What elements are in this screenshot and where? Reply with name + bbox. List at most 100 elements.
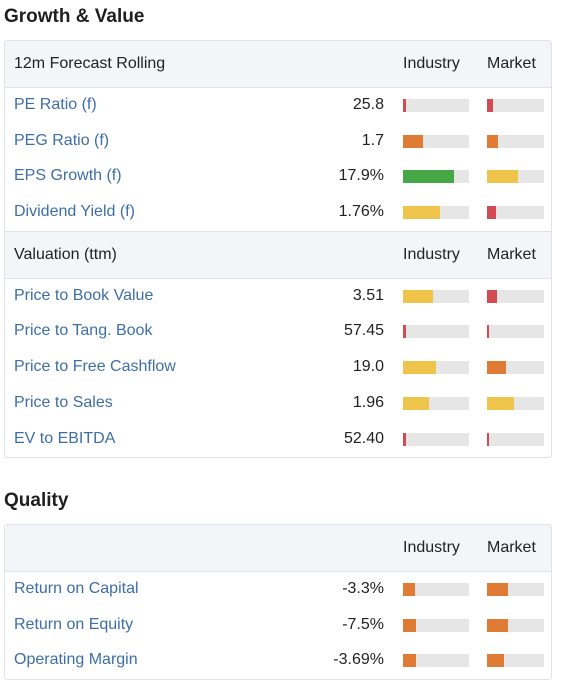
quality-card: Industry Market Return on Capital -3.3% Re…: [4, 524, 552, 681]
industry-comparison-bar: [403, 289, 469, 303]
industry-comparison-bar: [403, 325, 469, 339]
metric-row: PE Ratio (f) 25.8: [5, 88, 551, 124]
valuation-header: Valuation (ttm) Industry Market: [5, 230, 551, 279]
market-bar-fill: [487, 361, 507, 375]
metric-link[interactable]: EV to EBITDA: [14, 429, 116, 447]
market-comparison-bar: [487, 325, 544, 339]
quality-rows: Return on Capital -3.3% Return on Equity -7…: [5, 572, 551, 679]
industry-comparison-bar: [403, 170, 469, 184]
market-comparison-bar: [487, 99, 544, 112]
market-bar-fill: [487, 396, 515, 410]
metric-row: Return on Capital -3.3%: [5, 572, 551, 608]
metric-row: Return on Equity -7.5%: [5, 608, 551, 644]
metric-link[interactable]: Price to Free Cashflow: [14, 358, 176, 376]
metric-link[interactable]: PE Ratio (f): [14, 96, 97, 113]
industry-column-header: Industry: [403, 245, 460, 263]
market-comparison-bar: [487, 289, 544, 303]
metric-link[interactable]: Return on Capital: [14, 580, 139, 597]
industry-comparison-bar: [403, 134, 469, 148]
industry-bar-fill: [403, 325, 406, 339]
market-bar-fill: [487, 289, 498, 303]
industry-comparison-bar: [403, 583, 469, 596]
metric-link[interactable]: Price to Sales: [14, 393, 113, 411]
quality-header: Industry Market: [5, 525, 551, 572]
industry-bar-fill: [403, 618, 417, 632]
valuation-rows: Price to Book Value 3.51 Price to Tang. Bo…: [5, 279, 551, 457]
market-comparison-bar: [487, 583, 544, 596]
metric-value: 3.51: [352, 286, 384, 304]
metric-value: 57.45: [343, 322, 384, 340]
industry-bar-fill: [403, 361, 436, 375]
forecast-header-label: 12m Forecast Rolling: [14, 55, 166, 72]
market-comparison-bar: [487, 361, 544, 375]
industry-comparison-bar: [403, 654, 469, 668]
industry-comparison-bar: [403, 432, 469, 446]
forecast-header: 12m Forecast Rolling Industry Market: [5, 41, 551, 88]
market-bar-fill: [487, 99, 493, 112]
industry-bar-fill: [403, 432, 406, 446]
industry-column-header: Industry: [403, 539, 460, 556]
market-bar-fill: [487, 134, 499, 148]
market-comparison-bar: [487, 654, 544, 668]
metric-row: Price to Free Cashflow 19.0: [5, 350, 551, 386]
metric-row: Price to Book Value 3.51: [5, 279, 551, 315]
market-bar-fill: [487, 583, 508, 596]
industry-comparison-bar: [403, 396, 469, 410]
metric-row: Dividend Yield (f) 1.76%: [5, 195, 551, 231]
industry-bar-fill: [403, 99, 407, 112]
market-comparison-bar: [487, 134, 544, 148]
market-comparison-bar: [487, 396, 544, 410]
industry-comparison-bar: [403, 99, 469, 112]
forecast-rows: PE Ratio (f) 25.8 PEG Ratio (f) 1.7 EPS Grow…: [5, 88, 551, 231]
metric-link[interactable]: Price to Book Value: [14, 286, 154, 304]
metric-value: -3.69%: [333, 651, 384, 669]
metric-link[interactable]: PEG Ratio (f): [14, 131, 110, 149]
industry-bar-fill: [403, 396, 430, 410]
market-bar-fill: [487, 618, 508, 632]
metric-link[interactable]: Operating Margin: [14, 651, 138, 669]
metric-row: PEG Ratio (f) 1.7: [5, 124, 551, 160]
growth-value-title: Growth & Value: [4, 6, 145, 27]
metric-value: 52.40: [343, 429, 384, 447]
industry-bar-fill: [403, 583, 415, 596]
industry-comparison-bar: [403, 618, 469, 632]
market-bar-fill: [487, 325, 490, 339]
metric-value: 19.0: [352, 358, 384, 376]
metric-value: -3.3%: [342, 580, 384, 597]
market-comparison-bar: [487, 206, 544, 220]
metric-link[interactable]: Price to Tang. Book: [14, 322, 153, 340]
industry-bar-fill: [403, 206, 440, 220]
market-column-header: Market: [487, 245, 536, 263]
market-column-header: Market: [487, 55, 536, 72]
market-comparison-bar: [487, 618, 544, 632]
growth-value-card: 12m Forecast Rolling Industry Market PE …: [4, 40, 552, 459]
industry-bar-fill: [403, 289, 433, 303]
market-bar-fill: [487, 432, 490, 446]
metric-row: Price to Sales 1.96: [5, 386, 551, 422]
industry-bar-fill: [403, 170, 455, 184]
market-bar-fill: [487, 654, 505, 668]
metric-row: Price to Tang. Book 57.45: [5, 314, 551, 350]
market-column-header: Market: [487, 539, 536, 556]
industry-bar-fill: [403, 134, 423, 148]
metric-row: EV to EBITDA 52.40: [5, 422, 551, 458]
market-comparison-bar: [487, 170, 544, 184]
metric-link[interactable]: Dividend Yield (f): [14, 203, 135, 221]
metric-link[interactable]: Return on Equity: [14, 615, 134, 633]
metric-row: EPS Growth (f) 17.9%: [5, 159, 551, 195]
metric-value: 25.8: [352, 96, 384, 113]
industry-comparison-bar: [403, 206, 469, 220]
metric-link[interactable]: EPS Growth (f): [14, 167, 122, 185]
metric-value: 1.76%: [338, 203, 384, 221]
metric-value: 17.9%: [338, 167, 384, 185]
metric-row: Operating Margin -3.69%: [5, 643, 551, 679]
quality-title: Quality: [4, 490, 69, 511]
industry-column-header: Industry: [403, 55, 460, 72]
industry-comparison-bar: [403, 361, 469, 375]
market-bar-fill: [487, 206, 496, 220]
metric-value: 1.7: [361, 131, 384, 149]
valuation-header-label: Valuation (ttm): [14, 245, 117, 263]
industry-bar-fill: [403, 654, 417, 668]
metric-value: 1.96: [352, 393, 384, 411]
market-bar-fill: [487, 170, 519, 184]
